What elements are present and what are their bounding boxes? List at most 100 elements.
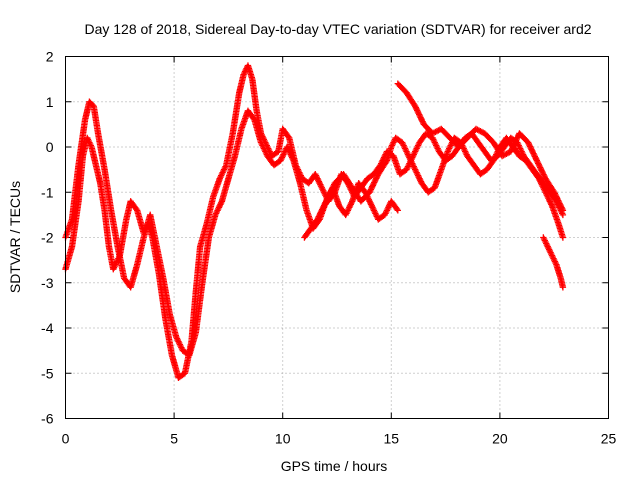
data-point <box>559 284 567 291</box>
sample-marker <box>551 190 559 197</box>
sample-marker <box>373 175 380 182</box>
sample-marker <box>314 214 322 222</box>
sample-marker <box>414 108 422 116</box>
data-point <box>559 207 567 214</box>
sample-marker <box>324 195 331 202</box>
plot-frame <box>65 56 609 419</box>
sample-marker <box>557 202 565 210</box>
sample-marker <box>510 142 517 150</box>
sample-marker <box>413 107 421 114</box>
sample-marker <box>540 172 548 180</box>
sample-marker <box>318 206 326 213</box>
data-point <box>394 207 402 214</box>
x-tick-label: 0 <box>62 431 70 447</box>
sample-marker <box>325 192 333 199</box>
sample-marker <box>530 151 538 159</box>
sample-marker <box>539 169 547 177</box>
x-tick-label: 25 <box>601 431 617 447</box>
sample-marker <box>328 185 336 192</box>
sample-marker <box>319 205 326 212</box>
sample-marker <box>328 186 335 194</box>
sample-marker <box>416 112 424 120</box>
series-3 <box>301 134 567 241</box>
data-point <box>559 234 567 241</box>
sample-marker <box>553 193 560 200</box>
x-tick-label: 5 <box>170 431 178 447</box>
sample-marker <box>285 133 292 140</box>
sample-marker <box>511 139 518 147</box>
sample-marker <box>529 149 537 156</box>
sample-marker <box>320 202 328 209</box>
y-tick-label: -3 <box>41 275 54 291</box>
sample-marker <box>373 173 381 181</box>
data-point <box>411 103 419 110</box>
sample-marker <box>532 154 539 161</box>
sample-marker <box>326 189 334 197</box>
sample-marker <box>514 134 521 141</box>
sample-marker <box>368 184 375 192</box>
data-point <box>322 198 330 205</box>
sample-marker <box>415 110 422 117</box>
data-points <box>62 62 567 381</box>
data-point <box>366 189 373 196</box>
sample-marker <box>509 144 516 151</box>
sample-marker <box>133 205 140 213</box>
sample-marker <box>536 162 543 170</box>
series-5 <box>540 234 567 291</box>
sample-marker <box>250 115 257 122</box>
x-axis-label: GPS time / hours <box>281 458 388 474</box>
sample-marker <box>526 142 533 149</box>
data-point <box>314 216 321 223</box>
sample-marker <box>412 104 420 111</box>
x-tick-labels: 0 5 10 15 20 25 <box>62 431 617 447</box>
sample-marker <box>532 155 540 163</box>
sample-marker <box>556 200 563 207</box>
sample-marker <box>330 182 337 190</box>
sample-marker <box>512 138 519 145</box>
x-tick-label: 20 <box>492 431 508 447</box>
sample-marker <box>513 135 520 143</box>
chart-title: Day 128 of 2018, Sidereal Day-to-day VTE… <box>84 21 591 37</box>
sample-marker <box>536 164 544 171</box>
sample-marker <box>416 111 423 118</box>
sample-marker <box>318 207 325 215</box>
y-tick-label: -5 <box>41 365 54 381</box>
sample-marker <box>540 171 547 178</box>
sample-marker <box>555 197 562 204</box>
sample-marker <box>316 212 323 219</box>
sample-marker <box>327 188 335 195</box>
sample-marker <box>525 140 533 148</box>
data-point <box>551 189 558 196</box>
sample-marker <box>553 194 561 202</box>
y-tick-label: -2 <box>41 230 54 246</box>
sample-marker <box>371 177 379 185</box>
y-tick-label: 2 <box>46 49 54 65</box>
sample-marker <box>552 191 559 199</box>
sample-marker <box>531 153 539 160</box>
axis-ticks <box>65 56 609 419</box>
sample-marker <box>528 147 536 155</box>
sample-marker <box>538 167 545 174</box>
sample-marker <box>316 210 324 218</box>
y-tick-label: 0 <box>46 139 54 155</box>
x-tick-label: 10 <box>275 431 291 447</box>
sample-marker <box>367 186 375 193</box>
sample-marker <box>323 196 331 204</box>
data-point <box>524 139 532 146</box>
data-point <box>507 148 514 155</box>
sample-marker <box>321 200 329 208</box>
sample-marker <box>510 141 518 148</box>
sample-marker <box>413 105 420 113</box>
y-axis-label: SDTVAR / TECUs <box>7 181 23 293</box>
sample-marker <box>526 143 534 150</box>
sample-marker <box>508 146 515 154</box>
sample-marker <box>417 114 424 121</box>
sample-marker <box>538 168 546 175</box>
sample-marker <box>418 115 425 123</box>
sample-marker <box>369 182 377 189</box>
y-tick-label: 1 <box>46 94 54 110</box>
sample-marker <box>367 187 374 195</box>
sample-marker <box>557 201 564 208</box>
sample-marker <box>320 203 327 211</box>
data-point <box>533 157 541 164</box>
